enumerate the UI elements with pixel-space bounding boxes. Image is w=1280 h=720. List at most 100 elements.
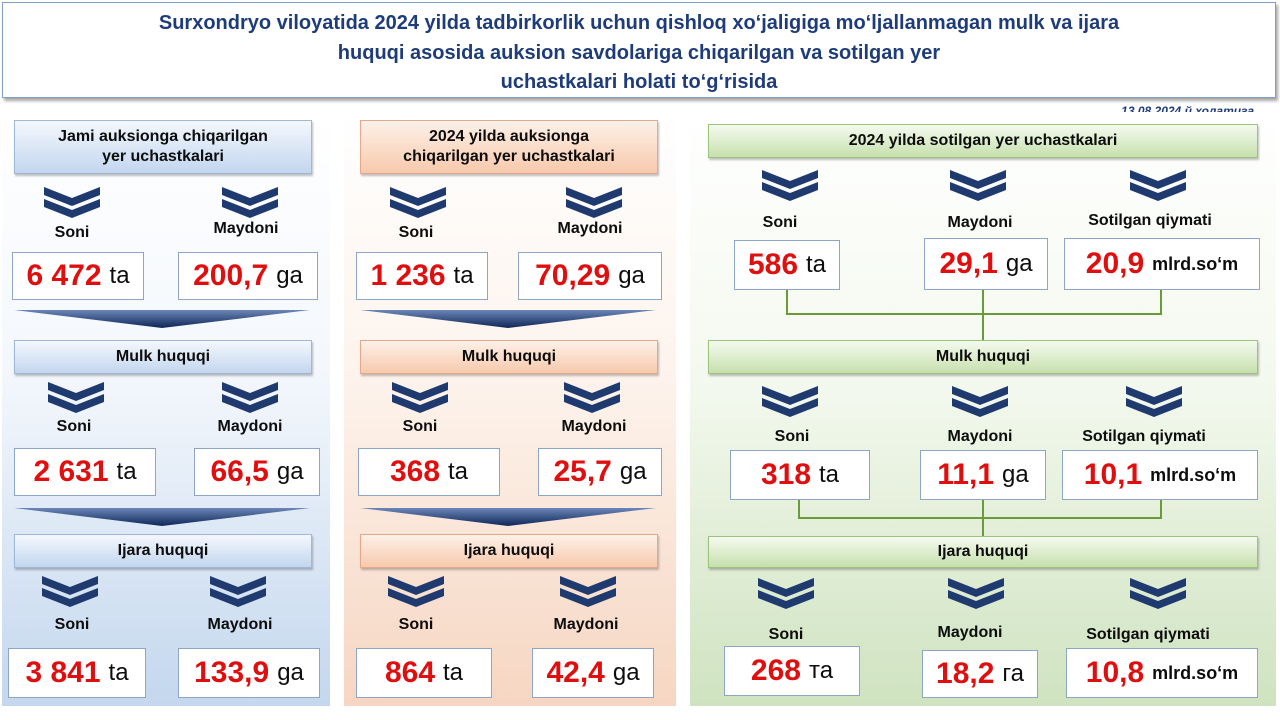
panel3-ijara-header: Ijara huquqi	[708, 536, 1258, 568]
panel2-ijara-maydoni-box: 42,4 ga	[532, 648, 654, 698]
chevron-down-icon	[222, 187, 278, 218]
soni-label: Soni	[398, 224, 434, 241]
arrow-down-icon	[14, 310, 310, 328]
connector-line	[1160, 498, 1162, 518]
panel1-header-line2: yer uchastkalari	[102, 148, 224, 165]
panel-2024-auction	[344, 112, 676, 706]
arrow-down-icon	[360, 508, 656, 526]
panel1-mulk-maydoni-box: 66,5 ga	[194, 448, 320, 496]
unit-ta: ta	[108, 659, 129, 686]
soni-label: Soni	[54, 616, 90, 633]
panel3-mulk-soni-box: 318 ta	[730, 450, 870, 500]
chevron-down-icon	[762, 386, 818, 417]
maydoni-label: Maydoni	[213, 220, 279, 237]
unit-ta: ta	[806, 251, 827, 278]
unit-ga: ga	[612, 659, 640, 686]
soni-label: Soni	[762, 214, 798, 231]
unit-ta: ta	[109, 262, 130, 289]
chevron-down-icon	[44, 187, 100, 218]
unit-ta: ta	[448, 458, 469, 485]
title-line-3: uchastkalari holati to‘g‘risida	[500, 71, 778, 93]
unit-ta: ta	[116, 458, 137, 485]
panel2-ijara-soni-value: 864	[384, 656, 436, 689]
panel2-mulk-soni-value: 368	[389, 455, 441, 488]
panel2-mulk-maydoni-value: 25,7	[553, 455, 612, 488]
panel1-total-soni-box: 6 472 ta	[12, 252, 144, 300]
panel2-ijara-soni-box: 864 ta	[356, 648, 492, 698]
maydoni-label: Maydoni	[937, 624, 1003, 641]
panel2-ijara-maydoni-value: 42,4	[546, 656, 605, 689]
panel3-total-qiymati-box: 20,9 mlrd.so‘m	[1064, 238, 1260, 290]
panel1-ijara-soni-box: 3 841 ta	[8, 648, 146, 698]
qiymati-label: Sotilgan qiymati	[1086, 626, 1210, 643]
panel3-ijara-maydoni-box: 18,2 га	[922, 650, 1038, 698]
panel3-total-soni-value: 586	[747, 248, 799, 281]
panel3-total-soni-box: 586 ta	[734, 240, 840, 290]
panel2-mulk-header: Mulk huquqi	[360, 340, 658, 374]
panel1-mulk-maydoni-value: 66,5	[210, 455, 269, 488]
panel2-total-maydoni-value: 70,29	[535, 259, 611, 292]
panel1-total-maydoni-value: 200,7	[193, 259, 269, 292]
panel2-header-line1: 2024 yilda auksionga	[428, 128, 590, 145]
unit-ga: ga	[619, 458, 647, 485]
chevron-down-icon	[390, 187, 446, 218]
panel3-ijara-soni-box: 268 та	[724, 646, 860, 696]
panel3-header: 2024 yilda sotilgan yer uchastkalari	[708, 124, 1258, 158]
unit-mlrd: mlrd.so‘m	[1152, 662, 1239, 683]
soni-label: Soni	[768, 626, 804, 643]
chevron-down-icon	[1126, 386, 1182, 417]
unit-ga: ga	[1002, 461, 1029, 488]
unit-ta: ta	[453, 262, 474, 289]
panel2-header: 2024 yilda auksionga chiqarilgan yer uch…	[360, 120, 658, 174]
soni-label: Soni	[54, 224, 90, 241]
chevron-down-icon	[948, 578, 1004, 609]
unit-ga: ga	[276, 262, 303, 289]
connector-line	[798, 498, 800, 518]
chevron-down-icon	[1130, 578, 1186, 609]
unit-ta: ta	[443, 659, 464, 686]
maydoni-label: Maydoni	[561, 418, 627, 435]
panel3-mulk-qiymati-value: 10,1	[1083, 458, 1143, 491]
panel3-ijara-soni-value: 268	[750, 654, 801, 687]
connector-line	[798, 517, 1162, 519]
qiymati-label: Sotilgan qiymati	[1088, 212, 1212, 229]
panel3-mulk-soni-value: 318	[760, 458, 812, 491]
maydoni-label: Maydoni	[557, 220, 623, 237]
soni-label: Soni	[774, 428, 810, 445]
soni-label: Soni	[398, 616, 434, 633]
panel1-header-line1: Jami auksionga chiqarilgan	[58, 128, 268, 145]
panel3-ijara-qiymati-value: 10,8	[1085, 656, 1145, 689]
panel3-total-qiymati-value: 20,9	[1085, 247, 1145, 280]
connector-line	[1160, 288, 1162, 314]
soni-label: Soni	[56, 418, 92, 435]
panel2-ijara-header: Ijara huquqi	[360, 534, 658, 568]
arrow-down-icon	[360, 310, 656, 328]
maydoni-label: Maydoni	[207, 616, 273, 633]
panel2-total-maydoni-box: 70,29 ga	[518, 252, 662, 300]
panel2-total-soni-box: 1 236 ta	[356, 252, 488, 300]
chevron-down-icon	[42, 576, 98, 607]
panel3-total-maydoni-value: 29,1	[939, 247, 998, 280]
chevron-down-icon	[950, 170, 1006, 201]
chevron-down-icon	[762, 170, 818, 201]
panel1-total-soni-value: 6 472	[26, 259, 102, 292]
unit-ta: ta	[819, 461, 840, 488]
mulk-label: Mulk huquqi	[461, 348, 557, 365]
panel1-mulk-header: Mulk huquqi	[14, 340, 312, 374]
title-line-2: huquqi asosida auksion savdolariga chiqa…	[337, 42, 941, 64]
arrow-down-icon	[14, 508, 310, 526]
panel2-mulk-maydoni-box: 25,7 ga	[538, 448, 662, 496]
title-box: Surxondryo viloyatida 2024 yilda tadbirk…	[2, 2, 1276, 98]
unit-ta-cyr: та	[808, 657, 834, 684]
chevron-down-icon	[758, 578, 814, 609]
soni-label: Soni	[402, 418, 438, 435]
panel3-mulk-header: Mulk huquqi	[708, 340, 1258, 374]
ijara-label: Ijara huquqi	[937, 543, 1029, 560]
panel1-mulk-soni-box: 2 631 ta	[14, 448, 156, 496]
panel2-total-soni-value: 1 236	[370, 259, 446, 292]
ijara-label: Ijara huquqi	[117, 542, 209, 559]
chevron-down-icon	[952, 386, 1008, 417]
maydoni-label: Maydoni	[947, 214, 1013, 231]
panel3-total-maydoni-box: 29,1 ga	[924, 238, 1048, 290]
unit-ga-cyr: га	[1002, 660, 1024, 687]
